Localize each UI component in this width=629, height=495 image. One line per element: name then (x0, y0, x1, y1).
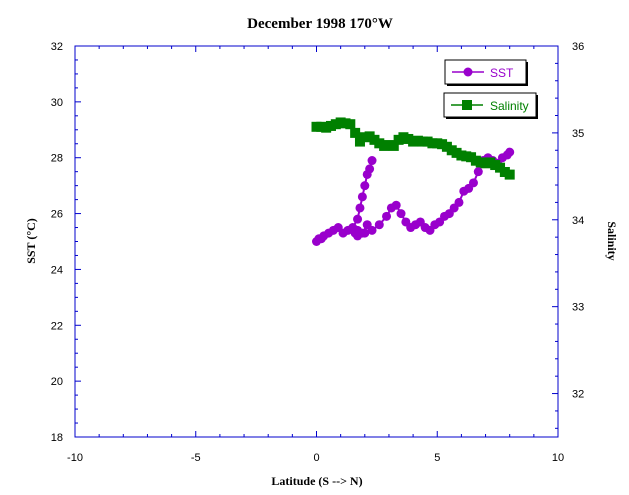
x-tick-label: -10 (67, 452, 83, 464)
sst-point (454, 197, 464, 207)
sst-point (468, 178, 478, 188)
y-tick-label: 32 (51, 41, 63, 53)
legend-salinity-label: Salinity (490, 99, 529, 113)
y-axis-left: 18 20 22 24 26 28 30 32 (51, 41, 81, 444)
salinity-point (504, 169, 515, 180)
x-tick-label: 5 (434, 452, 440, 464)
sst-point (374, 220, 384, 230)
legend-sst-label: SST (490, 66, 514, 80)
y-tick-label: 18 (51, 432, 63, 444)
y-tick-label: 22 (51, 320, 63, 332)
y-axis-right: 32 33 34 35 36 (552, 41, 584, 429)
y-tick-label: 26 (51, 209, 63, 221)
x-axis: -10 -5 0 5 10 (67, 46, 564, 464)
sst-point (365, 164, 375, 174)
sst-point (367, 156, 377, 166)
y2-tick-label: 35 (572, 128, 584, 140)
y2-axis-title: Salinity (605, 221, 619, 260)
series-layer (311, 117, 515, 246)
sst-point (473, 167, 483, 177)
sst-point (505, 147, 515, 157)
x-tick-label: 0 (313, 452, 319, 464)
series-salinity (311, 117, 515, 180)
y2-tick-label: 36 (572, 41, 584, 53)
salinity-point (350, 127, 361, 138)
y-tick-label: 24 (51, 264, 63, 276)
sst-point (396, 209, 406, 219)
y2-tick-label: 33 (572, 302, 584, 314)
salinity-point (388, 140, 399, 151)
legend-salinity: Salinity (443, 92, 538, 119)
sst-point (355, 203, 365, 213)
sst-point (353, 231, 363, 241)
legend-sst-marker (463, 67, 473, 77)
sst-point (360, 228, 370, 238)
y2-tick-label: 34 (572, 215, 584, 227)
y-tick-label: 30 (51, 97, 63, 109)
legend-salinity-marker (462, 100, 472, 110)
sst-point (357, 192, 367, 202)
x-axis-title: Latitude (S --> N) (271, 474, 362, 488)
chart-title: December 1998 170°W (247, 16, 393, 32)
y2-tick-label: 32 (572, 389, 584, 401)
legend: SST Salinity (443, 59, 538, 119)
y-tick-label: 28 (51, 153, 63, 165)
sst-point (353, 214, 363, 224)
sst-point (360, 181, 370, 191)
salinity-point (345, 119, 356, 130)
x-tick-label: 10 (552, 452, 564, 464)
x-tick-label: -5 (191, 452, 201, 464)
sst-point (391, 200, 401, 210)
y-axis-title: SST (°C) (24, 218, 38, 264)
y-tick-label: 20 (51, 376, 63, 388)
sst-point (382, 211, 392, 221)
legend-sst: SST (444, 59, 528, 86)
sst-point (367, 225, 377, 235)
